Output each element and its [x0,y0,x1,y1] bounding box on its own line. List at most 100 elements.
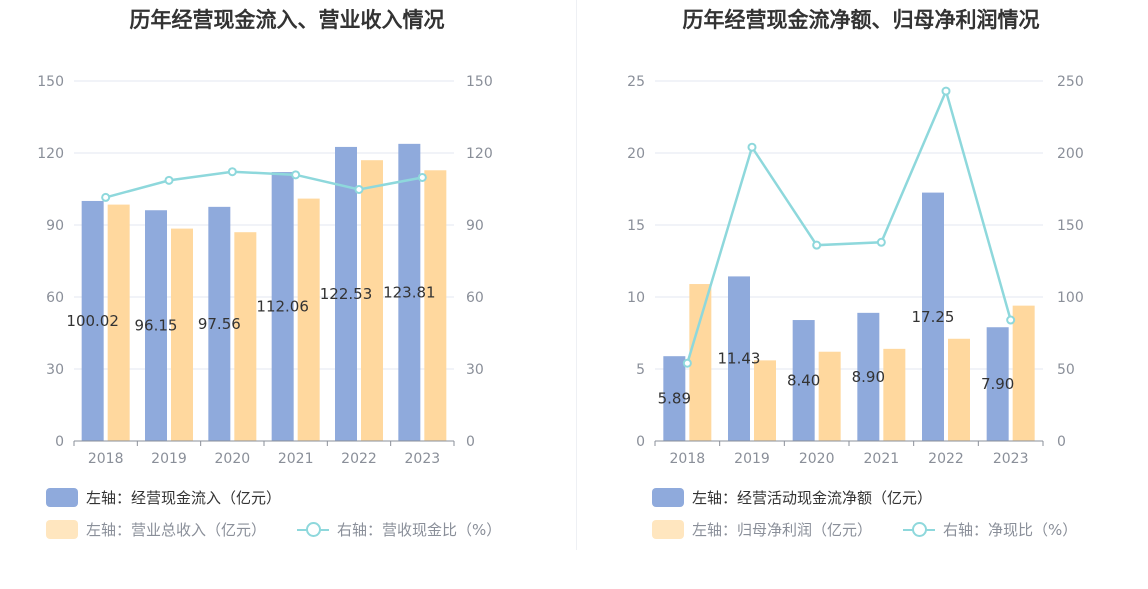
ratio-line-point [876,237,886,247]
legend-line-icon [297,520,329,539]
y-tick-label-left: 15 [627,218,645,234]
bar-value-label: 7.90 [981,375,1014,393]
y-tick-label-left: 0 [636,434,645,450]
ratio-line-point [227,167,237,177]
bar-primary [663,356,686,441]
ratio-line-point [1006,315,1016,325]
bar-value-label: 97.56 [198,315,241,333]
legend-swatch-orange [46,520,78,539]
y-tick-label-left: 25 [627,74,645,90]
x-tick-label: 2018 [670,451,706,467]
y-tick-label-right: 250 [1057,74,1084,90]
ratio-line-point [164,175,174,185]
bar-primary [398,143,421,441]
legend-label: 左轴：营业总收入（亿元） [86,521,267,539]
y-tick-label-right: 50 [1057,362,1075,378]
x-tick-label: 2020 [215,451,251,467]
bar-secondary [948,338,970,441]
legend-swatch-blue [46,488,78,507]
y-tick-label-right: 60 [466,290,484,306]
bar-secondary [424,170,447,441]
chart-panel-right: 历年经营现金流净额、归母净利润情况 0 5 10 15 20 25 0 50 100 150 200… [574,0,1148,589]
bar-value-label: 100.02 [66,312,119,330]
bar-secondary [297,198,320,441]
x-tick-label: 2021 [864,451,900,467]
bar-primary [271,172,294,441]
ratio-line-point [941,86,951,96]
bar-primary [728,276,750,441]
x-tick-label: 2023 [993,451,1029,467]
x-tick-label: 2019 [734,451,770,467]
ratio-line [105,170,423,199]
y-tick-label-left: 60 [46,290,64,306]
bar-secondary [818,351,841,441]
legend-swatch-blue [652,488,684,507]
y-tick-label-left: 0 [55,434,64,450]
bar-secondary [754,360,776,441]
x-tick-label: 2023 [405,451,441,467]
ratio-line-point [101,192,111,202]
x-tick-label: 2019 [151,451,187,467]
bar-value-label: 112.06 [256,298,309,316]
chart-title-right: 历年经营现金流净额、归母净利润情况 [682,8,1040,32]
y-tick-label-left: 150 [37,74,64,90]
bar-primary [922,192,944,441]
legend-item-net-profit[interactable]: 左轴：归母净利润（亿元） [652,519,872,540]
y-tick-label-right: 120 [466,146,493,162]
ratio-line-point [682,358,692,368]
legend-label: 左轴：经营活动现金流净额（亿元） [692,489,933,507]
legend-label: 左轴：经营现金流入（亿元） [86,489,282,507]
bar-primary [145,210,167,441]
y-tick-label-left: 20 [627,146,645,162]
bar-primary [81,200,104,441]
y-tick-label-right: 90 [466,218,484,234]
panel-divider [576,0,577,550]
bar-value-label: 96.15 [135,317,178,335]
ratio-line-point [812,240,822,250]
legend-label: 右轴：营收现金比（%） [337,521,502,539]
y-tick-label-right: 0 [1057,434,1066,450]
ratio-line [686,87,1012,364]
x-tick-label: 2020 [799,451,835,467]
ratio-line-point [354,184,364,194]
legend-item-net-cash[interactable]: 左轴：经营活动现金流净额（亿元） [652,487,932,508]
legend-label: 右轴：净现比（%） [943,521,1078,539]
bar-primary [857,312,880,441]
x-tick-label: 2018 [88,451,124,467]
legend-swatch-orange [652,520,684,539]
x-tick-label: 2021 [278,451,314,467]
legend-item-ratio[interactable]: 右轴：营收现金比（%） [297,519,501,540]
bar-secondary [107,204,130,441]
bar-secondary [689,284,712,441]
bar-value-label: 5.89 [658,390,691,408]
bar-secondary [1012,305,1035,441]
bar-secondary [171,228,193,441]
chart-left-svg: 0 30 60 90 120 150 0 30 60 90 120 150 2018 2019 2020 20… [37,74,493,467]
bar-secondary [361,160,383,441]
legend-item-cash-inflow[interactable]: 左轴：经营现金流入（亿元） [46,487,281,508]
legend-item-revenue[interactable]: 左轴：营业总收入（亿元） [46,519,266,540]
chart-title-left: 历年经营现金流入、营业收入情况 [129,8,445,32]
bar-value-label: 8.40 [787,372,820,390]
x-tick-label: 2022 [928,451,964,467]
y-tick-label-right: 150 [466,74,493,90]
y-tick-label-left: 90 [46,218,64,234]
ratio-line-point [417,172,427,182]
legend-item-cash-ratio[interactable]: 右轴：净现比（%） [903,519,1077,540]
ratio-line-point [291,170,301,180]
bar-value-label: 8.90 [852,368,885,386]
bar-primary [335,146,357,442]
bar-primary [792,320,815,441]
y-tick-label-right: 0 [466,434,475,450]
bar-secondary [883,348,906,441]
y-tick-label-left: 30 [46,362,64,378]
y-tick-label-left: 5 [636,362,645,378]
bar-primary [986,327,1009,441]
bar-value-label: 17.25 [912,308,955,326]
y-tick-label-right: 100 [1057,290,1084,306]
y-tick-label-right: 30 [466,362,484,378]
bar-secondary [234,232,257,441]
bar-value-label: 11.43 [718,350,761,368]
y-tick-label-right: 150 [1057,218,1084,234]
